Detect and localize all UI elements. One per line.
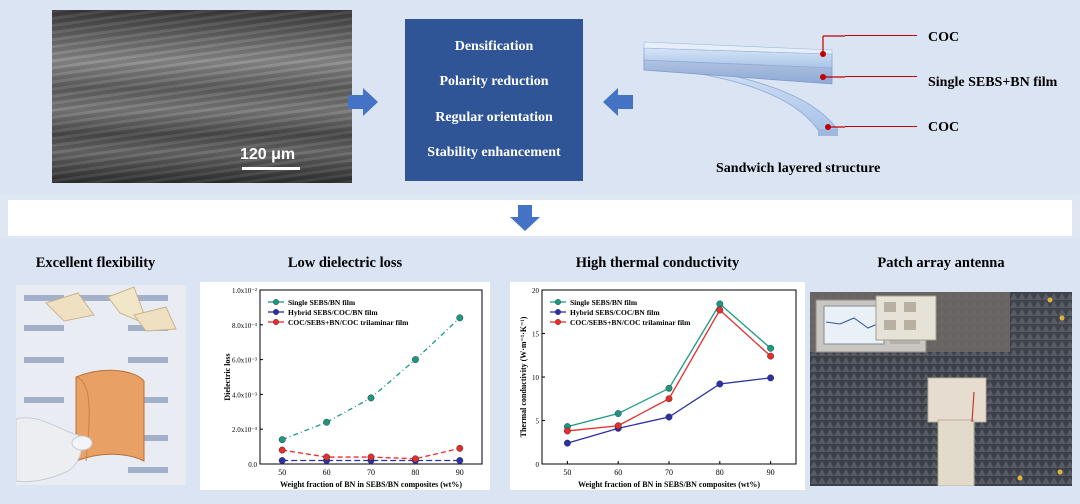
arrow-down-icon bbox=[510, 205, 540, 231]
point-1-1-3 bbox=[716, 380, 724, 388]
point-0-0-1 bbox=[323, 418, 331, 426]
point-0-0-0 bbox=[278, 436, 286, 444]
point-1-2-1 bbox=[614, 422, 622, 430]
dielectric-loss-chart: 0.0 2.0x10⁻³ 4.0x10⁻³ 6.0x10⁻³ 8.0x10⁻³ 1.0x1… bbox=[200, 282, 490, 490]
point-0-0-2 bbox=[367, 394, 375, 402]
title-antenna: Patch array antenna bbox=[877, 255, 1005, 271]
legend-label-0-1: Hybrid SEBS/COC/BN film bbox=[288, 308, 378, 317]
ytick-label-1-4: 20 bbox=[532, 287, 540, 295]
legend-label-1-1: Hybrid SEBS/COC/BN film bbox=[570, 308, 660, 317]
point-0-2-3 bbox=[411, 455, 419, 463]
xtick-label-0-3: 80 bbox=[411, 468, 419, 477]
ytick-label-1-2: 10 bbox=[532, 374, 540, 382]
point-1-2-2 bbox=[665, 395, 673, 403]
divider-band bbox=[8, 200, 1072, 236]
point-0-1-0 bbox=[278, 457, 286, 464]
ytick-label-0-1: 2.0x10⁻³ bbox=[232, 426, 257, 434]
point-0-2-2 bbox=[367, 453, 375, 461]
point-1-2-4 bbox=[767, 352, 775, 360]
xtick-label-0-2: 70 bbox=[367, 468, 375, 477]
process-item-stability: Stability enhancement bbox=[427, 145, 561, 161]
ylabel-0: Dielectric loss bbox=[223, 353, 232, 400]
point-1-1-4 bbox=[767, 374, 775, 382]
ytick-label-1-1: 5 bbox=[536, 418, 540, 426]
point-1-2-3 bbox=[716, 306, 724, 314]
flexibility-photo bbox=[16, 285, 186, 485]
ytick-label-0-5: 1.0x10⁻² bbox=[232, 287, 257, 295]
ytick-label-0-3: 6.0x10⁻³ bbox=[232, 357, 257, 365]
connector-line-bottom bbox=[845, 126, 917, 127]
sem-scale-bar bbox=[242, 167, 300, 170]
connector-line-top bbox=[845, 35, 917, 36]
xlabel-0: Weight fraction of BN in SEBS/BN composi… bbox=[280, 480, 462, 489]
legend-marker-1-0 bbox=[555, 299, 562, 306]
xtick-label-1-2: 70 bbox=[665, 468, 673, 477]
sem-scale-label: 120 μm bbox=[240, 146, 296, 163]
point-1-1-0 bbox=[563, 439, 571, 447]
sandwich-structure-illustration bbox=[643, 35, 845, 136]
sem-cross-section-image: 120 μm bbox=[52, 10, 352, 183]
title-flexibility: Excellent flexibility bbox=[35, 255, 156, 271]
ylabel-1: Thermal conductivity (W·m⁻¹·K⁻¹) bbox=[519, 316, 528, 437]
point-1-1-2 bbox=[665, 413, 673, 421]
process-item-orientation: Regular orientation bbox=[435, 109, 553, 125]
xlabel-1: Weight fraction of BN in SEBS/BN composi… bbox=[578, 480, 760, 489]
point-0-2-1 bbox=[323, 453, 331, 461]
legend-label-0-2: COC/SEBS+BN/COC trilaminar film bbox=[288, 318, 409, 327]
legend-label-1-2: COC/SEBS+BN/COC trilaminar film bbox=[570, 318, 691, 327]
point-1-0-4 bbox=[767, 344, 775, 352]
arrow-right-icon bbox=[348, 88, 378, 116]
process-box: Densification Polarity reduction Regular… bbox=[405, 19, 583, 181]
legend-marker-1-1 bbox=[555, 309, 562, 316]
point-0-1-4 bbox=[456, 457, 464, 464]
point-1-0-3 bbox=[716, 300, 724, 308]
thermal-conductivity-chart: 0 5 10 15 20 50 60 70 80 90 Weight fraction of BN … bbox=[510, 282, 805, 490]
point-1-0-2 bbox=[665, 384, 673, 392]
ytick-label-0-4: 8.0x10⁻³ bbox=[232, 322, 257, 330]
ytick-label-1-3: 15 bbox=[532, 331, 540, 339]
connector-line-middle bbox=[845, 76, 917, 77]
point-0-2-4 bbox=[456, 444, 464, 452]
process-item-polarity: Polarity reduction bbox=[439, 74, 549, 90]
legend-marker-0-2 bbox=[272, 319, 279, 326]
point-0-0-3 bbox=[411, 356, 419, 364]
legend-marker-0-0 bbox=[272, 299, 279, 306]
xtick-label-1-3: 80 bbox=[716, 468, 724, 477]
xtick-label-1-4: 90 bbox=[767, 468, 775, 477]
antenna-chamber-photo bbox=[810, 292, 1072, 486]
arrow-left-icon bbox=[603, 88, 633, 116]
label-coc-top: COC bbox=[928, 30, 960, 45]
legend-marker-0-1 bbox=[272, 309, 279, 316]
ytick-label-1-0: 0 bbox=[536, 461, 540, 469]
label-coc-bottom: COC bbox=[928, 120, 960, 135]
label-single-film: Single SEBS+BN film bbox=[928, 75, 1058, 90]
xtick-label-1-0: 50 bbox=[563, 468, 571, 477]
legend-label-1-0: Single SEBS/BN film bbox=[570, 298, 638, 307]
legend-label-0-0: Single SEBS/BN film bbox=[288, 298, 356, 307]
point-1-2-0 bbox=[563, 427, 571, 435]
point-0-0-4 bbox=[456, 314, 464, 322]
title-thermal: High thermal conductivity bbox=[575, 255, 740, 271]
xtick-label-0-1: 60 bbox=[323, 468, 331, 477]
ytick-label-0-2: 4.0x10⁻³ bbox=[232, 391, 257, 399]
xtick-label-1-1: 60 bbox=[614, 468, 622, 477]
xtick-label-0-0: 50 bbox=[278, 468, 286, 477]
legend-marker-1-2 bbox=[555, 319, 562, 326]
title-dielectric: Low dielectric loss bbox=[287, 255, 403, 271]
structure-caption: Sandwich layered structure bbox=[716, 161, 881, 176]
ytick-label-0-0: 0.0 bbox=[248, 461, 257, 469]
point-1-0-1 bbox=[614, 410, 622, 417]
process-item-densification: Densification bbox=[454, 38, 534, 54]
xtick-label-0-4: 90 bbox=[456, 468, 464, 477]
point-0-2-0 bbox=[278, 446, 286, 454]
